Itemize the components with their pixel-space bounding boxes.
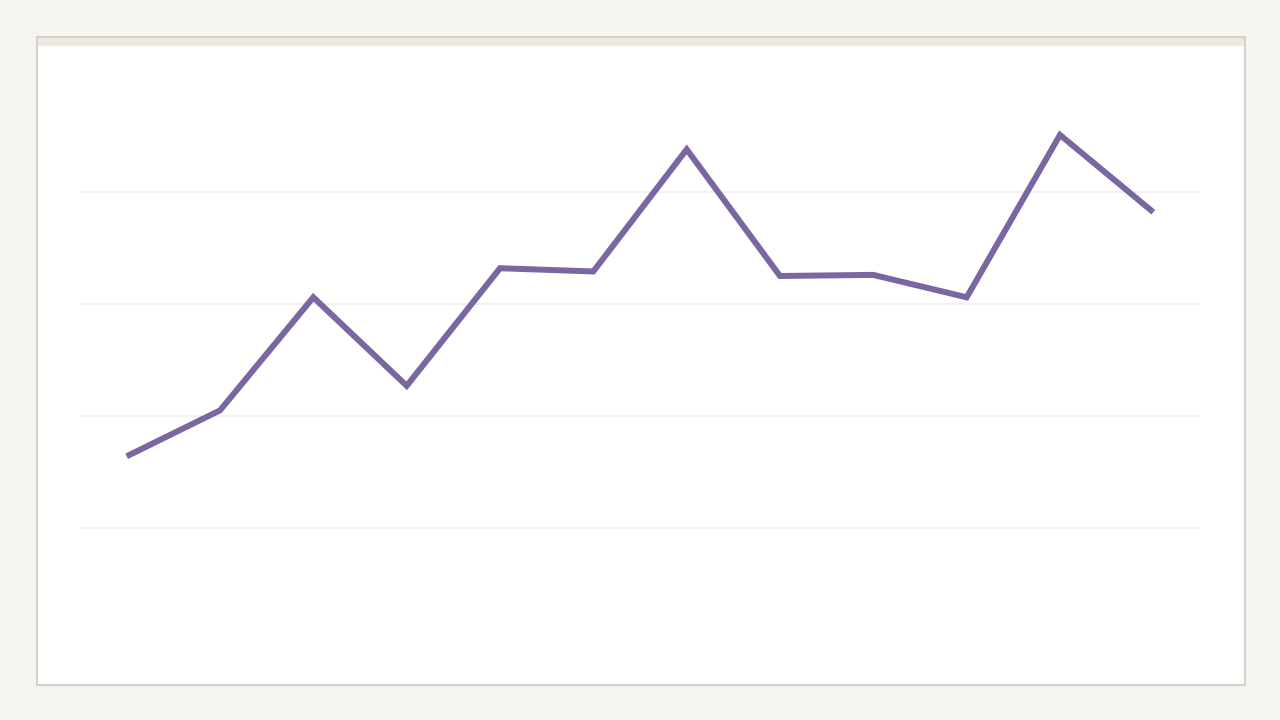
card-header-strip <box>38 38 1244 46</box>
chart-card <box>36 36 1246 686</box>
data-line <box>125 130 1156 459</box>
